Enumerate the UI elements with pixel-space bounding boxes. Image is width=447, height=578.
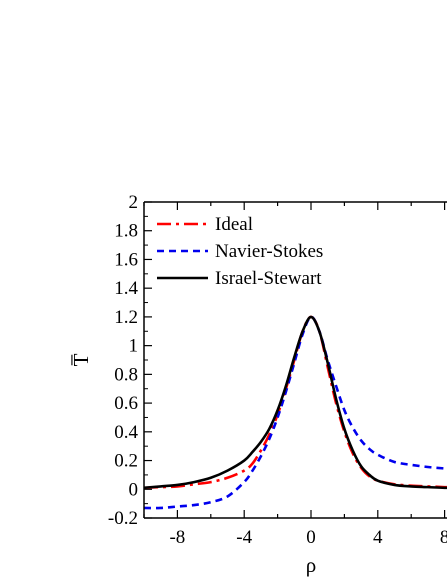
y-tick-label: -0.2: [108, 508, 138, 529]
series-line-israel-stewart: [144, 315, 447, 490]
y-tick-label: 0.4: [114, 422, 138, 443]
x-tick-label: -4: [236, 527, 252, 548]
y-tick-label: 1.8: [114, 221, 138, 242]
y-tick-label: 0.6: [114, 393, 138, 414]
series-lines: [144, 315, 447, 510]
tick-labels: -0.2 0 0.2 0.4 0.6 0.8 1 1.2 1.4 1.6 1.8 2 -8 -4 0 4 8: [108, 192, 447, 548]
legend-label: Israel-Stewart: [215, 268, 322, 289]
legend-label: Navier-Stokes: [215, 241, 323, 262]
y-tick-label: 1: [129, 336, 139, 357]
y-tick-label: 0.2: [114, 451, 138, 472]
y-axis-label: T̅: [69, 353, 93, 366]
x-tick-label: 8: [440, 527, 447, 548]
x-axis-label: ρ: [306, 553, 316, 577]
y-tick-label: 0.8: [114, 364, 138, 385]
series-line-navier-stokes: [144, 315, 447, 510]
x-tick-label: 0: [306, 527, 316, 548]
y-tick-label: 0: [129, 479, 139, 500]
y-tick-label: 1.6: [114, 249, 138, 270]
legend: Ideal Navier-Stokes Israel-Stewart: [157, 214, 323, 289]
x-tick-label: -8: [169, 527, 185, 548]
y-tick-label: 1.4: [114, 278, 138, 299]
x-tick-label: 4: [373, 527, 383, 548]
y-tick-label: 2: [129, 192, 139, 213]
y-tick-label: 1.2: [114, 307, 138, 328]
legend-label: Ideal: [215, 214, 253, 235]
axes: [143, 201, 447, 519]
